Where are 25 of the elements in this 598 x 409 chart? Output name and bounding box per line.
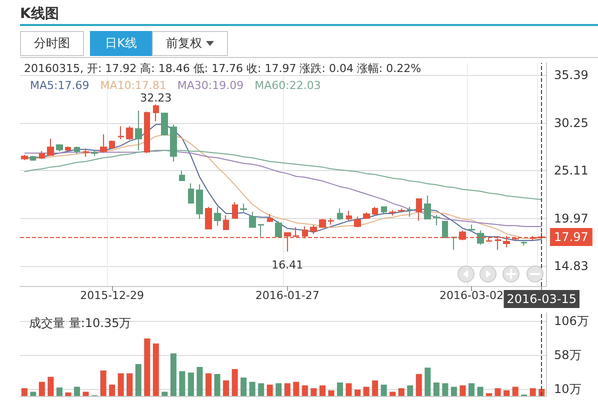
text: MA60:22.03 bbox=[254, 79, 321, 92]
text: MA5:17.69 bbox=[30, 79, 90, 92]
text: 前复权 bbox=[166, 36, 202, 50]
x-tick-label: 2016-01-27 bbox=[255, 289, 320, 302]
annotation: 16.41 bbox=[272, 258, 304, 272]
chart-title: K线图 bbox=[20, 5, 59, 23]
y-tick-label: 35.39 bbox=[554, 68, 588, 82]
annotation: 32.23 bbox=[140, 92, 172, 105]
x-tick-label: 2016-03-02 bbox=[440, 289, 504, 302]
ref-line-label: 17.97 bbox=[554, 230, 588, 244]
text: 日K线 bbox=[90, 31, 152, 56]
y-tick-label: 106万 bbox=[554, 314, 589, 328]
chart-title: 成交量 量:10.35万 bbox=[29, 316, 132, 330]
text: 分时图 bbox=[20, 31, 84, 56]
x-tick-label: 2015-12-29 bbox=[80, 289, 144, 302]
y-tick-label: 58万 bbox=[554, 348, 582, 362]
y-tick-label: 30.25 bbox=[554, 116, 588, 130]
annotation: 20160315, 开: 17.92 高: 18.46 低: 17.76 收: 17.97 涨跌: 0.04 涨幅: 0.22% bbox=[24, 61, 422, 76]
y-tick-label: 14.83 bbox=[554, 259, 588, 274]
y-tick-label: 19.97 bbox=[554, 211, 588, 226]
y-tick-label: 25.11 bbox=[554, 164, 588, 178]
x-tick-label: 2016-03-15 bbox=[506, 292, 576, 306]
y-tick-label: 10万 bbox=[554, 382, 582, 396]
text: MA10:17.81 bbox=[100, 79, 166, 92]
text: MA30:19.09 bbox=[177, 79, 244, 92]
